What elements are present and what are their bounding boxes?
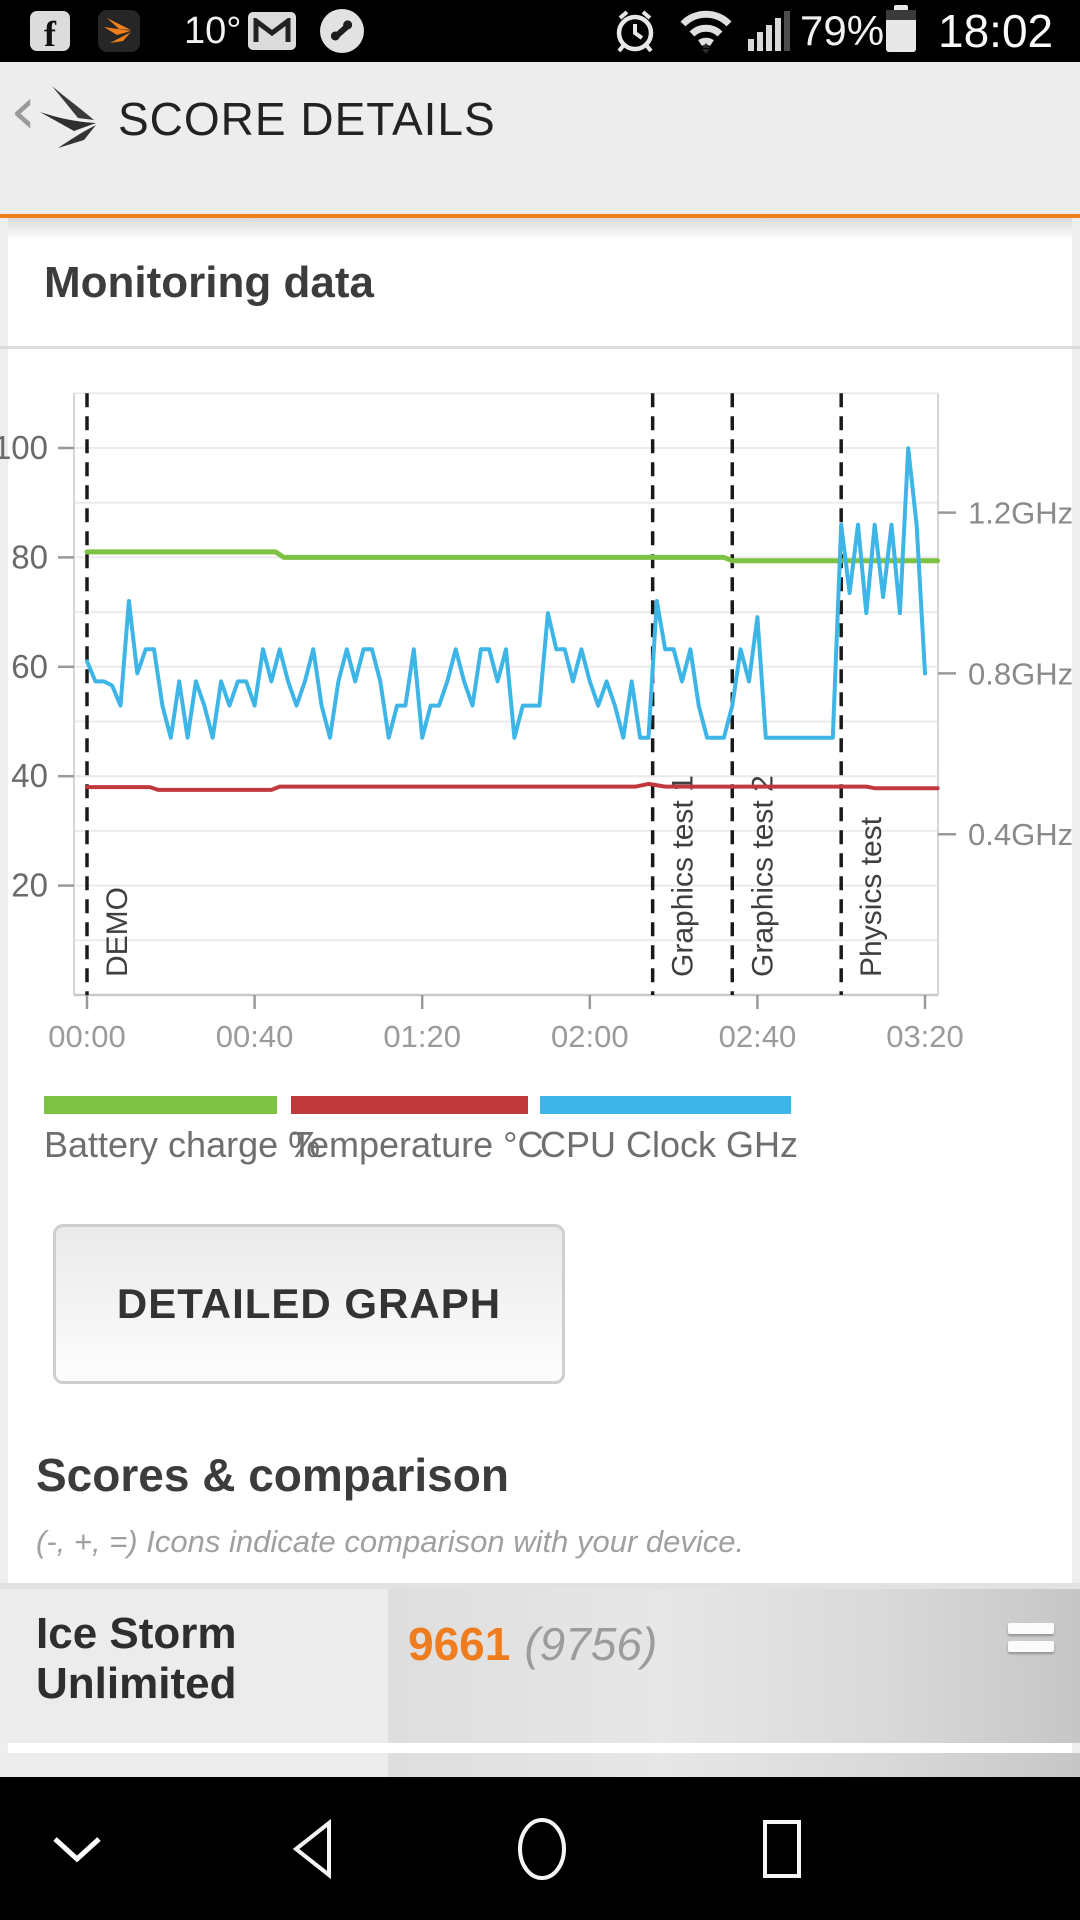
alarm-icon	[612, 0, 658, 62]
comparison-equal-icon	[1008, 1623, 1054, 1659]
page-title: SCORE DETAILS	[118, 93, 496, 145]
legend-swatch-cpu	[540, 1096, 791, 1114]
status-bar: f 10°	[0, 0, 1080, 62]
legend-label-temperature: Temperature °C	[291, 1124, 544, 1165]
svg-text:00:00: 00:00	[48, 1019, 126, 1054]
detailed-graph-button[interactable]: DETAILED GRAPH	[53, 1224, 565, 1384]
recents-icon[interactable]	[752, 1777, 812, 1920]
monitoring-data-title: Monitoring data	[44, 258, 374, 307]
collapse-icon[interactable]	[42, 1777, 112, 1920]
phone-icon	[320, 0, 364, 62]
threedmark-icon	[98, 0, 140, 62]
legend-swatch-temperature	[291, 1096, 528, 1114]
reference-score-value: (9756)	[524, 1618, 658, 1670]
app-header	[0, 62, 1080, 214]
svg-text:100: 100	[0, 429, 48, 466]
svg-text:40: 40	[11, 757, 48, 794]
svg-text:Physics test: Physics test	[855, 816, 888, 977]
wifi-icon	[678, 0, 734, 62]
benchmark-name: Ice Storm Unlimited	[36, 1609, 237, 1708]
benchmark-score: 9661 (9756)	[408, 1617, 657, 1671]
facebook-icon: f	[30, 0, 70, 62]
svg-text:02:00: 02:00	[551, 1019, 629, 1054]
svg-text:80: 80	[11, 538, 48, 575]
svg-text:0.4GHz: 0.4GHz	[968, 817, 1073, 852]
legend-swatch-battery	[44, 1096, 277, 1114]
svg-text:60: 60	[11, 648, 48, 685]
battery-icon	[886, 0, 916, 62]
status-temperature: 10°	[184, 9, 242, 52]
svg-text:03:20: 03:20	[886, 1019, 964, 1054]
threedmark-logo-icon	[36, 82, 110, 159]
svg-text:02:40: 02:40	[719, 1019, 797, 1054]
svg-text:01:20: 01:20	[383, 1019, 461, 1054]
status-battery-percent: 79%	[800, 7, 885, 54]
android-nav-bar	[0, 1777, 1080, 1920]
svg-text:1.2GHz: 1.2GHz	[968, 496, 1073, 531]
gmail-icon	[248, 0, 296, 62]
legend-label-cpu: CPU Clock GHz	[540, 1124, 799, 1165]
scores-comparison-title: Scores & comparison	[36, 1449, 509, 1501]
status-time: 18:02	[938, 5, 1054, 57]
svg-text:Graphics test 1: Graphics test 1	[667, 775, 700, 977]
svg-text:DEMO: DEMO	[101, 887, 134, 977]
svg-text:Graphics test 2: Graphics test 2	[746, 775, 779, 977]
monitoring-chart: 20 40 60 80 100 0.4GHz 0.8GHz 1.2GHz 00:00 00:40 0…	[0, 392, 1073, 1054]
legend-label-battery: Battery charge %	[44, 1124, 321, 1165]
back-button[interactable]: ‹	[10, 72, 37, 149]
svg-text:00:40: 00:40	[216, 1019, 294, 1054]
svg-text:0.8GHz: 0.8GHz	[968, 656, 1073, 691]
back-icon[interactable]	[282, 1777, 342, 1920]
score-row-partial[interactable]	[0, 1753, 1080, 1777]
score-value: 9661	[408, 1618, 511, 1670]
score-row-ice-storm-unlimited[interactable]: Ice Storm Unlimited 9661 (9756)	[0, 1589, 1080, 1743]
svg-text:20: 20	[11, 867, 48, 904]
home-icon[interactable]	[512, 1777, 572, 1920]
signal-icon	[748, 0, 790, 62]
scores-comparison-subtitle: (-, +, =) Icons indicate comparison with…	[36, 1524, 745, 1559]
accent-divider	[0, 214, 1080, 218]
